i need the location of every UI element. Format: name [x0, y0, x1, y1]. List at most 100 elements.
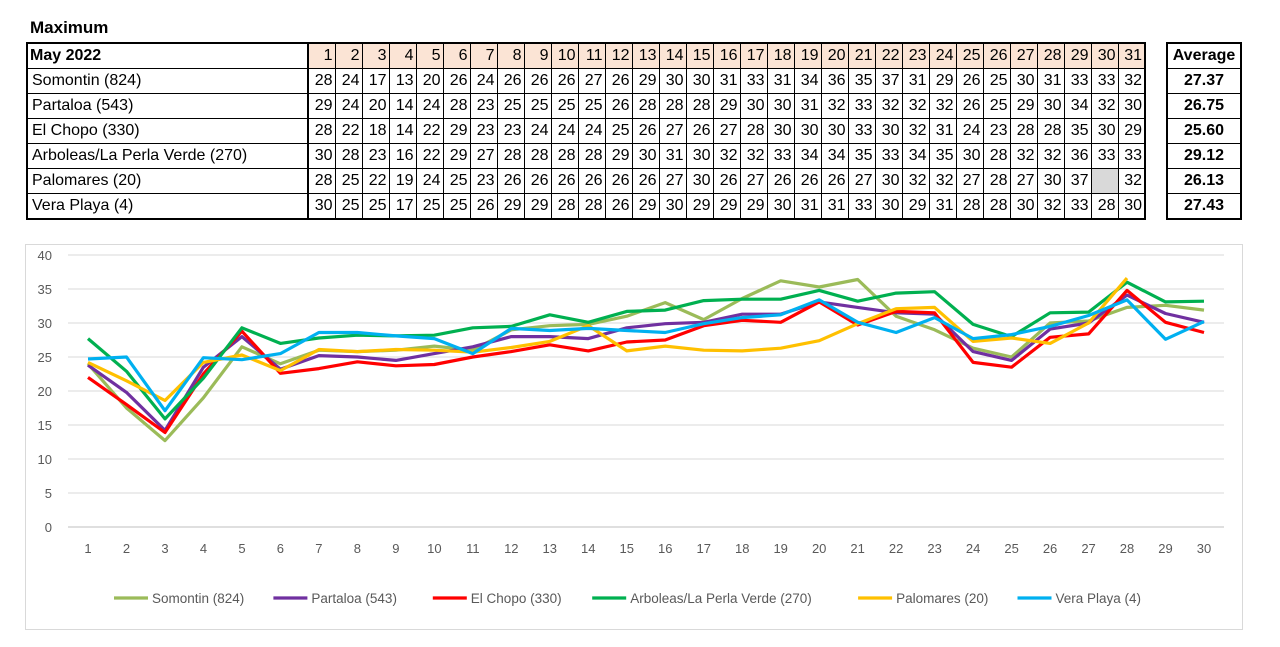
average-value: 26.75	[1166, 93, 1242, 119]
legend-label: El Chopo (330)	[471, 591, 562, 606]
table-cell: 31	[793, 193, 822, 220]
table-cell: 30	[874, 168, 903, 194]
x-tick-label: 20	[812, 541, 826, 556]
table-cell: 28	[334, 143, 363, 169]
table-cell: 33	[847, 93, 876, 119]
x-tick-label: 26	[1043, 541, 1057, 556]
table-cell: 14	[388, 93, 417, 119]
table-cell: 26	[523, 168, 552, 194]
table-cell: 26	[604, 68, 633, 94]
average-value: 27.43	[1166, 193, 1242, 220]
x-tick-label: 2	[123, 541, 130, 556]
table-cell: 26	[577, 168, 606, 194]
series-line	[86, 280, 1205, 421]
table-cell: 32	[1090, 93, 1119, 119]
table-cell: 26	[766, 168, 795, 194]
day-header-22: 22	[874, 42, 903, 69]
table-cell: 22	[415, 143, 444, 169]
x-tick-label: 4	[200, 541, 207, 556]
table-cell: 32	[739, 143, 768, 169]
table-cell: 20	[415, 68, 444, 94]
table-cell: 23	[469, 168, 498, 194]
table-cell: 24	[334, 68, 363, 94]
table-cell: 18	[361, 118, 390, 144]
table-cell: 29	[604, 143, 633, 169]
table-cell: 26	[631, 168, 660, 194]
station-name: Arboleas/La Perla Verde (270)	[26, 143, 309, 169]
table-cell: 28	[577, 193, 606, 220]
day-header-1: 1	[307, 42, 336, 69]
table-cell: 28	[982, 193, 1011, 220]
day-header-14: 14	[658, 42, 687, 69]
table-cell: 29	[631, 193, 660, 220]
day-header-30: 30	[1090, 42, 1119, 69]
table-cell: 29	[496, 193, 525, 220]
day-header-19: 19	[793, 42, 822, 69]
table-cell: 27	[847, 168, 876, 194]
table-cell: 26	[955, 68, 984, 94]
day-header-29: 29	[1063, 42, 1092, 69]
legend-label: Somontin (824)	[152, 591, 244, 606]
table-cell: 32	[712, 143, 741, 169]
table-cell: 28	[685, 93, 714, 119]
day-header-20: 20	[820, 42, 849, 69]
day-header-15: 15	[685, 42, 714, 69]
table-cell: 28	[955, 193, 984, 220]
table-cell: 28	[550, 143, 579, 169]
table-cell: 31	[766, 68, 795, 94]
table-cell: 32	[874, 93, 903, 119]
average-value: 29.12	[1166, 143, 1242, 169]
y-tick-label: 40	[38, 248, 52, 263]
x-tick-label: 21	[850, 541, 864, 556]
day-header-16: 16	[712, 42, 741, 69]
table-cell: 33	[874, 143, 903, 169]
table-cell: 32	[820, 93, 849, 119]
table-cell	[1090, 168, 1119, 194]
table-cell: 29	[712, 93, 741, 119]
table-cell: 25	[604, 118, 633, 144]
day-header-10: 10	[550, 42, 579, 69]
table-cell: 26	[604, 168, 633, 194]
table-cell: 26	[469, 193, 498, 220]
table-cell: 30	[793, 118, 822, 144]
table-cell: 22	[334, 118, 363, 144]
table-cell: 26	[712, 168, 741, 194]
table-cell: 28	[523, 143, 552, 169]
table-cell: 29	[307, 93, 336, 119]
table-cell: 23	[469, 118, 498, 144]
table-cell: 29	[1117, 118, 1146, 144]
table-row: Somontin (824) 28 24 17 13 20 26 24 26 26 26 27 26 29…	[26, 68, 1146, 94]
table-cell: 30	[739, 93, 768, 119]
x-tick-label: 16	[658, 541, 672, 556]
table-cell: 29	[523, 193, 552, 220]
legend-label: Arboleas/La Perla Verde (270)	[630, 591, 812, 606]
table-cell: 27	[658, 168, 687, 194]
table-cell: 17	[388, 193, 417, 220]
day-header-2: 2	[334, 42, 363, 69]
x-tick-label: 22	[889, 541, 903, 556]
table-cell: 28	[658, 93, 687, 119]
table-cell: 33	[847, 193, 876, 220]
x-tick-label: 9	[392, 541, 399, 556]
table-cell: 26	[442, 68, 471, 94]
average-value: 27.37	[1166, 68, 1242, 94]
table-cell: 26	[496, 168, 525, 194]
table-row: Arboleas/La Perla Verde (270) 30 28 23 16 22 2…	[26, 143, 1146, 169]
table-cell: 29	[739, 193, 768, 220]
table-cell: 24	[469, 68, 498, 94]
table-cell: 25	[523, 93, 552, 119]
y-tick-label: 20	[38, 384, 52, 399]
x-tick-label: 29	[1158, 541, 1172, 556]
average-header: Average	[1166, 42, 1242, 69]
table-cell: 35	[928, 143, 957, 169]
series-line	[87, 298, 1205, 413]
x-tick-label: 3	[161, 541, 168, 556]
day-header-8: 8	[496, 42, 525, 69]
day-header-17: 17	[739, 42, 768, 69]
x-tick-label: 24	[966, 541, 980, 556]
x-tick-label: 13	[543, 541, 557, 556]
table-row: Palomares (20) 28 25 22 19 24 25 23 26 26 26 26 26 26…	[26, 168, 1146, 194]
table-cell: 23	[469, 93, 498, 119]
table-cell: 31	[820, 193, 849, 220]
table-cell: 31	[901, 68, 930, 94]
